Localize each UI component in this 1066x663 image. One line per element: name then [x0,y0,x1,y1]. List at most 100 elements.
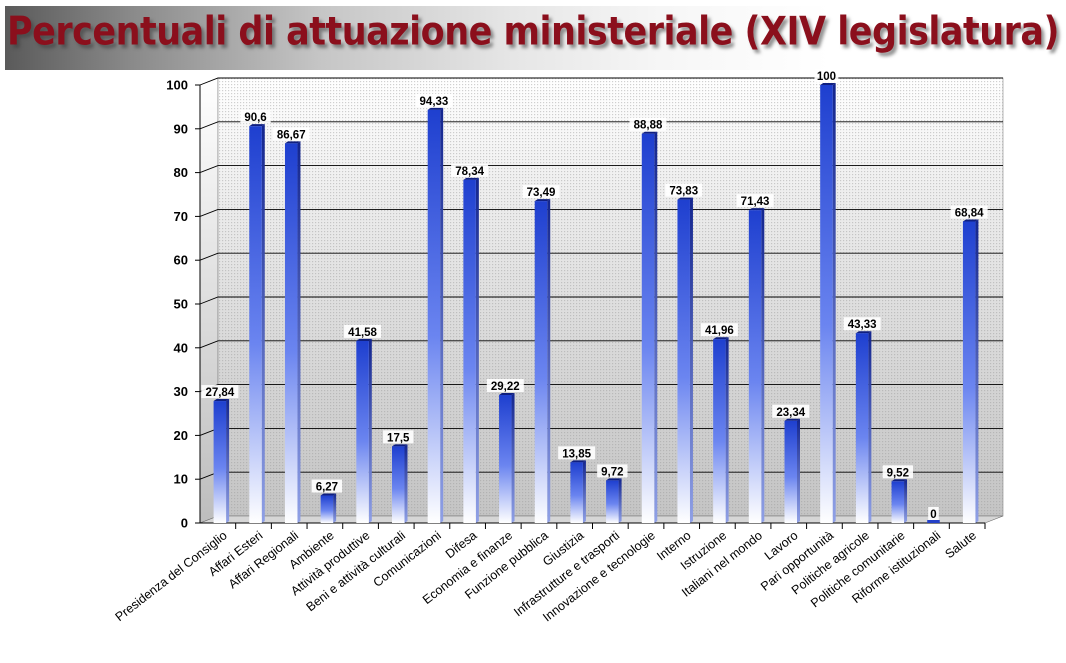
data-label-text: 86,67 [277,129,306,141]
data-label-box [736,194,774,208]
gridline [199,77,1003,86]
data-label-box [665,183,703,197]
data-label: 23,34 [772,404,810,419]
bar [606,478,622,523]
data-label-box [843,317,881,331]
data-label-text: 100 [817,71,836,83]
bar-side [368,338,372,523]
data-label: 94,33 [415,93,453,108]
bar-side [797,418,800,523]
bar-side [333,493,337,523]
data-label-box [201,385,239,399]
data-label-text: 90,6 [244,112,266,124]
data-label-text: 88,88 [634,120,663,132]
bar-top [962,219,979,222]
bar-top [641,131,658,134]
data-label-box [772,404,810,418]
data-label-box [451,163,489,177]
bar [534,199,551,523]
y-tick-label: 80 [174,165,188,180]
y-tick-label: 60 [174,253,188,268]
bar [499,393,515,523]
data-label-box [597,464,628,478]
bar-front [927,520,940,523]
data-label-box [272,127,310,141]
bar [213,399,230,523]
data-label: 9,52 [882,465,913,479]
data-label: 29,22 [486,379,524,393]
y-tick-label: 40 [174,340,188,355]
data-label-box [950,205,988,219]
data-label-text: 29,22 [491,381,520,393]
bar-top [677,197,693,200]
bar-front [820,85,833,523]
data-label-text: 6,27 [316,482,338,494]
data-label-text: 9,52 [887,467,909,479]
y-tick-label: 0 [181,516,188,531]
data-label-box [240,110,271,124]
bar [463,177,479,524]
data-label-text: 73,49 [527,187,556,199]
gridline [199,340,1003,349]
bar-top [320,493,337,496]
bar-side [475,177,479,524]
bar [284,141,301,523]
data-label-text: 9,72 [601,466,623,478]
data-label-box [814,69,839,82]
bar-top [249,124,265,127]
data-label-box [558,446,596,460]
data-label: 71,43 [736,194,774,208]
bar-side [440,107,444,524]
bar-top [606,478,622,481]
data-label: 78,34 [451,163,489,178]
bar-front [570,462,583,523]
plot-walls [199,77,1004,524]
bar-side [582,460,586,523]
x-tick-label: Salute [942,528,979,561]
bar-front [320,495,334,523]
bar-front [356,340,369,523]
bar-side [832,83,836,523]
bar-side [261,124,265,523]
gridline [199,296,1003,305]
data-label-text: 41,96 [705,325,734,337]
bar-front [713,339,726,523]
y-tick-label: 100 [166,78,188,93]
data-label: 73,49 [522,185,560,199]
bar-front [499,395,512,523]
data-label-box [344,324,382,338]
data-label: 0 [928,507,939,521]
bar-front [748,210,762,523]
data-label-text: 71,43 [741,196,770,208]
bar-front [962,221,976,523]
bar [641,131,658,523]
data-label-box [928,507,939,520]
data-label-text: 27,84 [205,387,234,399]
data-label: 6,27 [311,479,343,494]
bar-top [499,393,515,396]
bar-top [534,199,551,202]
data-label: 68,84 [950,205,988,219]
bar-side [689,197,693,523]
bar-top [284,141,301,144]
bar-top [570,460,586,463]
data-label-text: 73,83 [669,186,698,198]
bar-side [547,199,551,523]
data-label-box [383,430,414,444]
bar-front [784,420,797,523]
data-label: 73,83 [665,183,703,198]
bar-front [427,109,441,524]
bar [891,479,908,523]
bar-side [725,337,729,523]
bar-front [855,333,869,523]
bar [249,124,265,523]
title-banner [5,6,1063,70]
gridline [199,208,1003,217]
bar-side [868,331,872,523]
data-label: 41,96 [700,323,738,337]
data-label-text: 43,33 [848,319,877,331]
data-label-box [522,185,560,199]
data-label-text: 41,58 [348,327,377,339]
bar-top [748,208,765,211]
